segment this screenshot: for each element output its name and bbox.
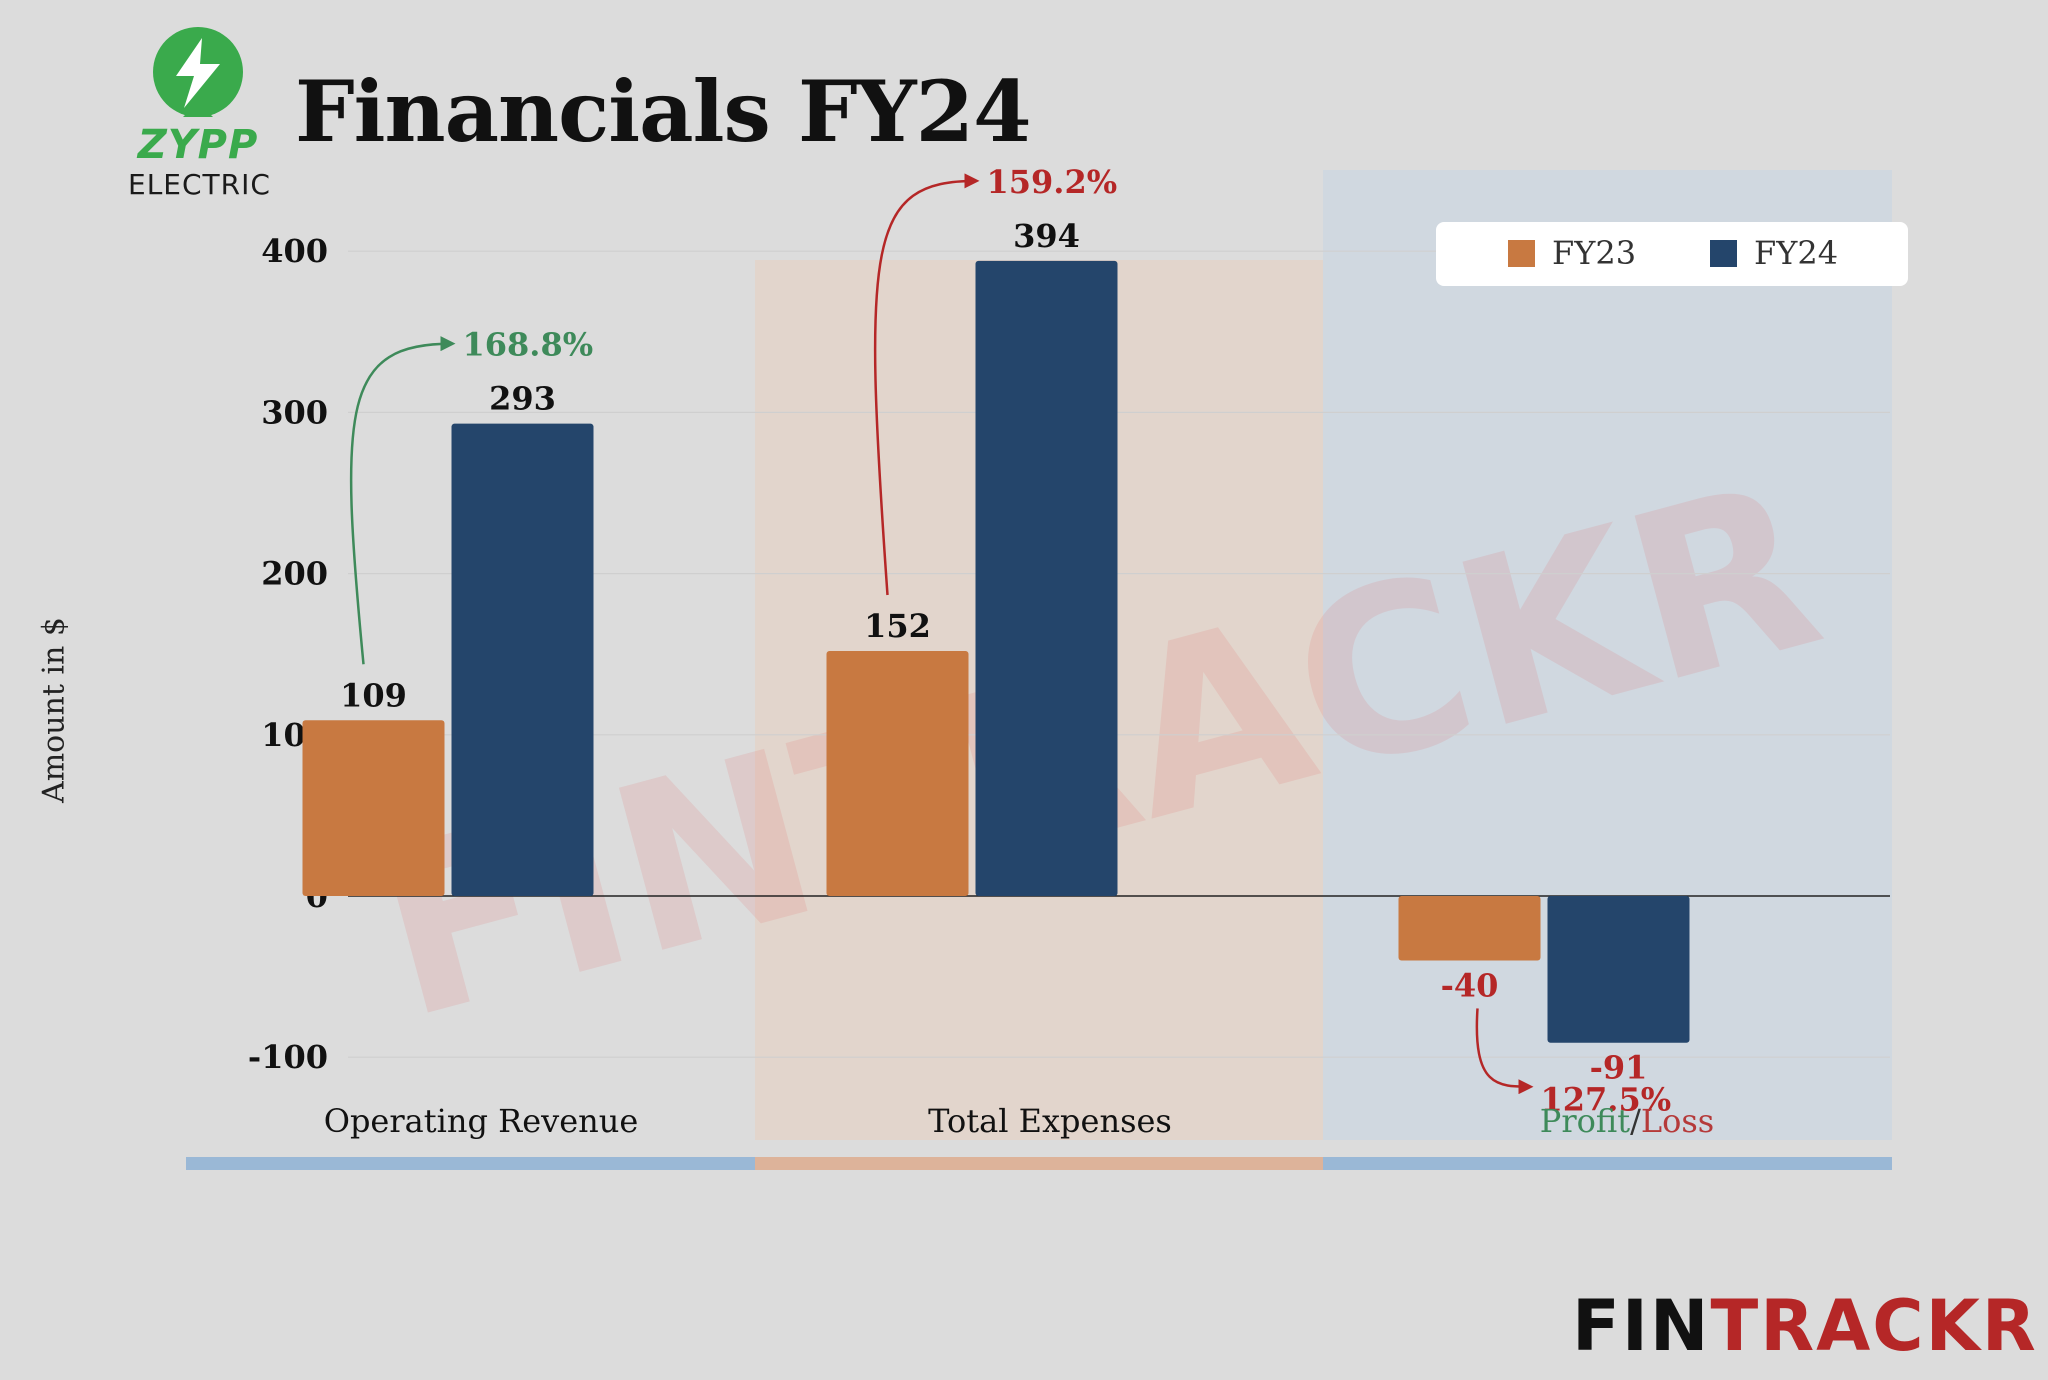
brand-part-fin: FIN [1572,1285,1711,1367]
lightning-bolt-icon [153,27,243,117]
fintrackr-logo: FINTRACKR [1572,1285,2038,1367]
growth-arrow [1475,1008,1534,1095]
legend-label-fy24: FY24 [1754,234,1839,272]
strip-total-expenses [755,1157,1323,1170]
logo-wordmark: ZYPP [137,122,259,168]
legend-swatch-fy23 [1508,240,1535,267]
y-tick-label: -100 [248,1038,328,1076]
data-label-fy23: -40 [1441,966,1499,1004]
brand-part-trackr: TRACKR [1710,1285,2038,1367]
y-tick-label: 300 [261,393,328,431]
data-label-fy24: 394 [1013,217,1080,255]
legend: FY23 FY24 [1436,222,1908,286]
bar-fy24 [975,260,1118,896]
profit-label: Profit [1539,1102,1631,1140]
growth-label: 127.5% [1541,1081,1672,1119]
data-label-fy24: -91 [1590,1049,1648,1087]
zypp-logo: ZYPP ELECTRIC [128,22,271,202]
logo-subtitle: ELECTRIC [128,168,271,201]
category-label-operating-revenue: Operating Revenue [323,1102,639,1140]
growth-label: 168.8% [463,326,594,364]
data-label-fy23: 152 [864,607,931,645]
data-label-fy23: 109 [340,676,407,714]
legend-swatch-fy24 [1710,240,1737,267]
bar-fy23 [302,720,445,896]
data-label-fy24: 293 [489,380,556,418]
strip-profit-loss [1323,1157,1892,1170]
growth-arrow [873,173,980,596]
y-tick-label: 400 [261,232,328,270]
growth-label: 159.2% [987,163,1118,201]
category-label-total-expenses: Total Expenses [928,1102,1172,1140]
loss-label: Loss [1640,1102,1715,1140]
legend-label-fy23: FY23 [1552,234,1637,272]
strip-operating-revenue [186,1157,755,1170]
y-tick-label: 200 [261,555,328,593]
bar-fy24 [451,423,594,896]
page-title: Financials FY24 [295,62,1032,161]
bar-fy23 [1398,896,1541,961]
growth-arrow [349,336,456,665]
bar-fy23 [826,650,969,896]
category-label-profit-loss: Profit/Loss [1540,1102,1714,1140]
bar-fy24 [1547,896,1690,1043]
slash-label: / [1630,1102,1641,1140]
y-axis-label: Amount in $ [36,617,72,803]
